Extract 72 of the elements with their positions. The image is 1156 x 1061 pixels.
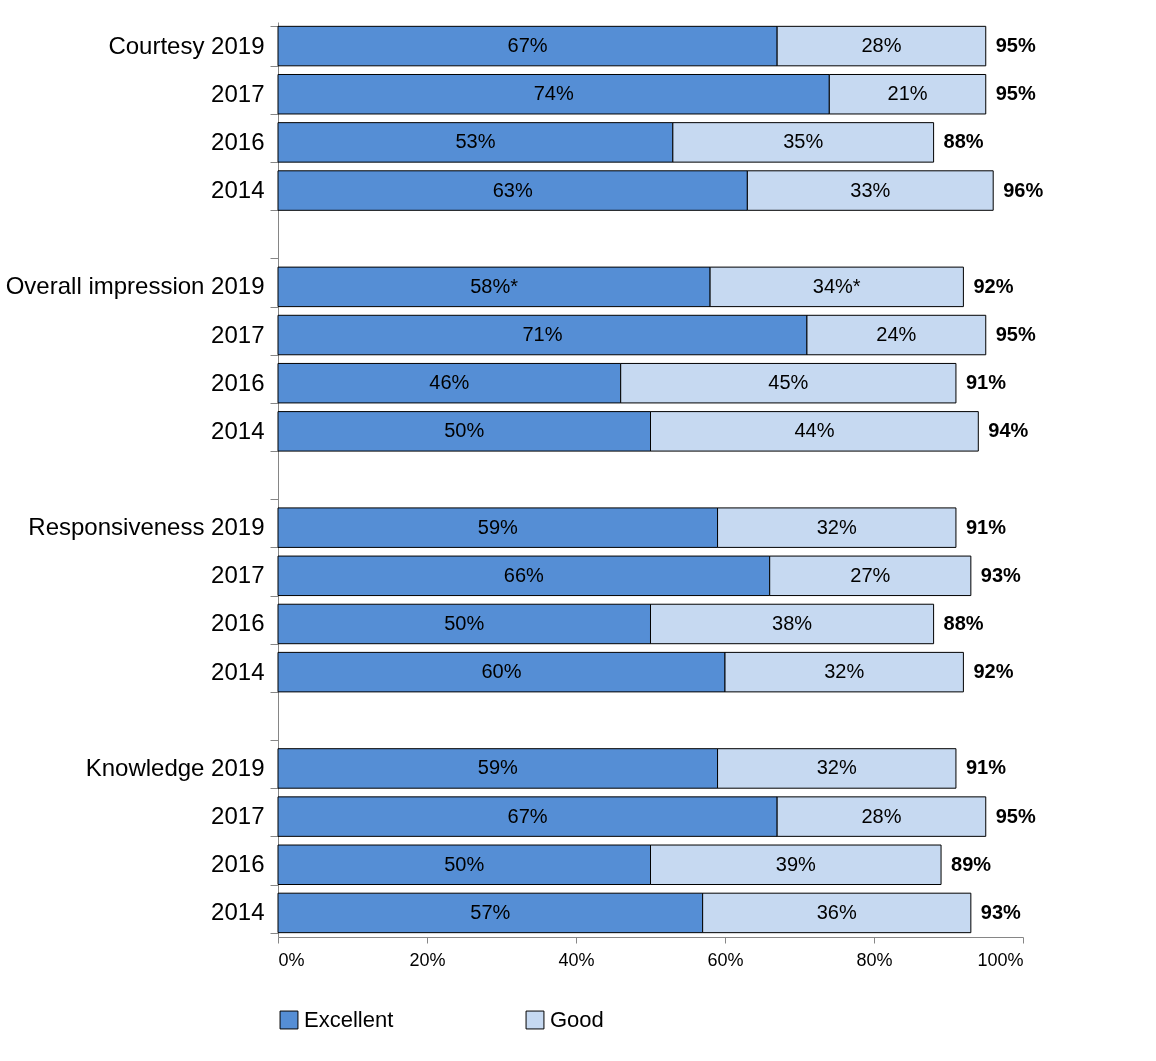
data-label: 32% xyxy=(816,515,857,538)
y-tick-label: 2017 xyxy=(211,561,265,589)
y-tick-label: 2014 xyxy=(211,898,265,926)
y-tick-label: 2014 xyxy=(211,657,265,685)
data-label: 28% xyxy=(861,804,902,827)
data-label: 58%* xyxy=(470,274,519,297)
legend-label: Excellent xyxy=(304,1007,394,1032)
total-label: 91% xyxy=(965,756,1007,779)
total-label: 93% xyxy=(980,563,1022,586)
data-label: 53% xyxy=(455,130,496,153)
y-tick-label: 2017 xyxy=(211,79,265,107)
y-tick-label: 2014 xyxy=(211,176,265,204)
data-label: 35% xyxy=(783,130,824,153)
data-label: 32% xyxy=(824,660,865,683)
y-tick-label: 2016 xyxy=(211,609,265,637)
y-tick-label: 2016 xyxy=(211,127,265,155)
data-label: 46% xyxy=(429,371,470,394)
x-tick-label: 0% xyxy=(278,949,305,970)
total-label: 93% xyxy=(980,900,1022,923)
x-tick-label: 100% xyxy=(977,949,1024,970)
total-label: 94% xyxy=(988,419,1029,442)
data-label: 60% xyxy=(481,660,522,683)
data-label: 50% xyxy=(444,611,485,634)
total-label: 96% xyxy=(1003,178,1044,201)
data-label: 44% xyxy=(794,419,835,442)
y-tick-label: Courtesy 2019 xyxy=(108,31,265,59)
data-label: 28% xyxy=(861,34,902,57)
total-label: 95% xyxy=(995,82,1036,105)
data-label: 50% xyxy=(444,419,485,442)
y-tick-label: Overall impression 2019 xyxy=(5,272,265,300)
y-tick-label: 2014 xyxy=(211,416,265,444)
data-label: 57% xyxy=(470,900,511,923)
data-label: 39% xyxy=(775,852,817,875)
data-label: 33% xyxy=(850,178,891,201)
total-label: 88% xyxy=(943,130,984,153)
total-label: 91% xyxy=(965,515,1007,538)
y-tick-label: 2017 xyxy=(211,802,265,830)
data-label: 50% xyxy=(444,852,485,875)
data-label: 63% xyxy=(492,178,533,201)
total-label: 92% xyxy=(973,660,1014,683)
x-tick-label: 80% xyxy=(856,949,893,970)
data-label: 27% xyxy=(850,563,891,586)
y-tick-label: Responsiveness 2019 xyxy=(28,513,265,541)
x-tick-label: 40% xyxy=(558,949,595,970)
data-label: 59% xyxy=(477,756,519,779)
x-tick-label: 60% xyxy=(707,949,744,970)
total-label: 89% xyxy=(951,852,992,875)
data-label: 24% xyxy=(876,323,917,346)
total-label: 95% xyxy=(995,323,1036,346)
total-label: 95% xyxy=(995,804,1036,827)
data-label: 67% xyxy=(507,34,548,57)
data-label: 71% xyxy=(522,323,563,346)
x-tick-label: 20% xyxy=(409,949,446,970)
data-label: 34%* xyxy=(812,274,861,297)
data-label: 32% xyxy=(816,756,857,779)
data-label: 45% xyxy=(768,371,809,394)
y-tick-label: Knowledge 2019 xyxy=(85,753,265,781)
total-label: 92% xyxy=(973,274,1014,297)
data-label: 66% xyxy=(503,563,545,586)
y-tick-label: 2016 xyxy=(211,368,265,396)
y-tick-label: 2017 xyxy=(211,320,265,348)
data-label: 21% xyxy=(887,82,928,105)
legend-label: Good xyxy=(550,1007,604,1032)
total-label: 95% xyxy=(995,34,1036,57)
total-label: 88% xyxy=(943,611,984,634)
data-label: 59% xyxy=(477,515,519,538)
data-label: 74% xyxy=(533,82,574,105)
data-label: 67% xyxy=(507,804,548,827)
data-label: 36% xyxy=(816,900,857,923)
y-tick-label: 2016 xyxy=(211,850,265,878)
total-label: 91% xyxy=(965,371,1007,394)
data-label: 38% xyxy=(772,611,813,634)
